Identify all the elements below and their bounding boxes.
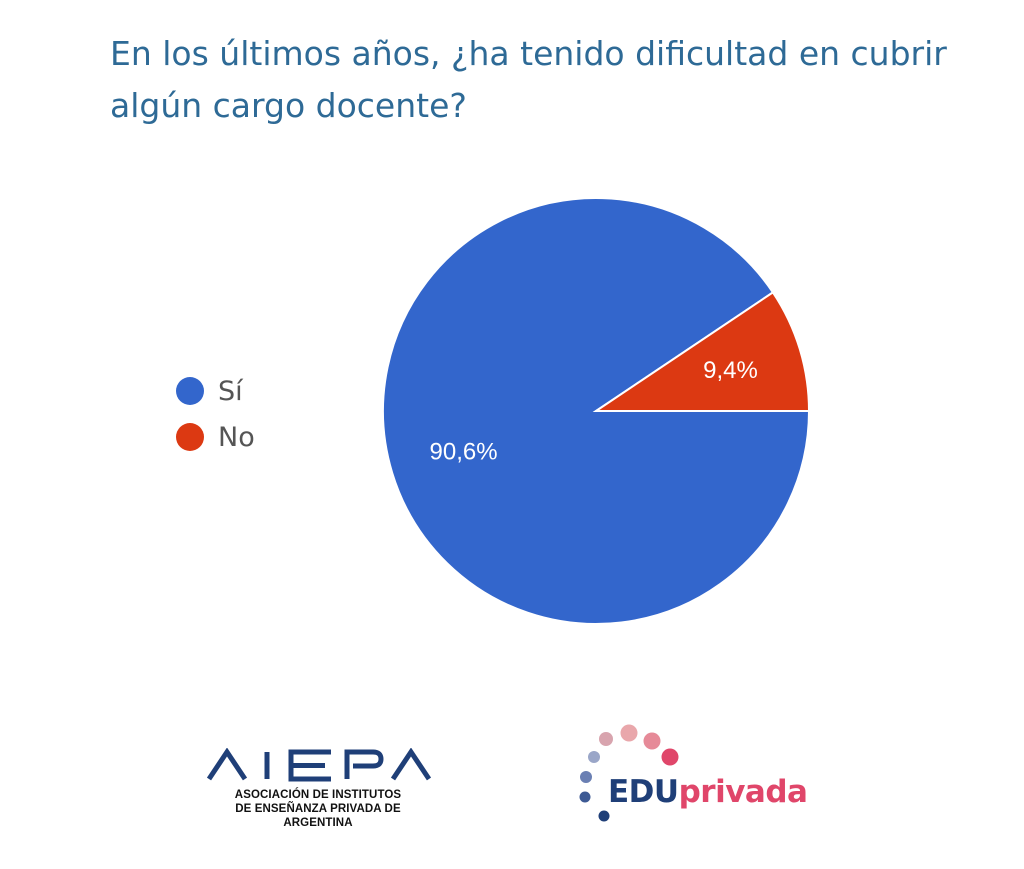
aiepa-subtitle-line2: DE ENSEÑANZA PRIVADA DE ARGENTINA xyxy=(235,803,401,829)
aiepa-subtitle-line1: ASOCIACIÓN DE INSTITUTOS xyxy=(234,789,402,801)
aiepa-wordmark-icon xyxy=(206,748,431,782)
legend-item-no[interactable]: No xyxy=(176,414,255,460)
legend-item-si[interactable]: Sí xyxy=(176,368,255,414)
legend-swatch-si xyxy=(176,377,204,405)
legend-label-si: Sí xyxy=(218,375,243,407)
slice-label-no: 9,4% xyxy=(703,357,758,384)
eduprivada-logo: EDUprivada xyxy=(572,724,822,824)
eduprivada-dots-icon xyxy=(579,724,679,822)
aiepa-logo: ASOCIACIÓN DE INSTITUTOS DE ENSEÑANZA PR… xyxy=(200,748,436,830)
slice-label-si: 90,6% xyxy=(430,438,498,465)
pie-slice-no[interactable] xyxy=(592,290,811,412)
eduprivada-wordmark: EDUprivada xyxy=(608,774,808,810)
eduprivada-part1: EDU xyxy=(608,774,679,810)
chart-title: En los últimos años, ¿ha tenido dificult… xyxy=(110,34,947,125)
legend-label-no: No xyxy=(218,421,255,453)
eduprivada-part2: privada xyxy=(678,774,808,810)
legend-swatch-no xyxy=(176,423,204,451)
legend: Sí No xyxy=(176,368,255,460)
